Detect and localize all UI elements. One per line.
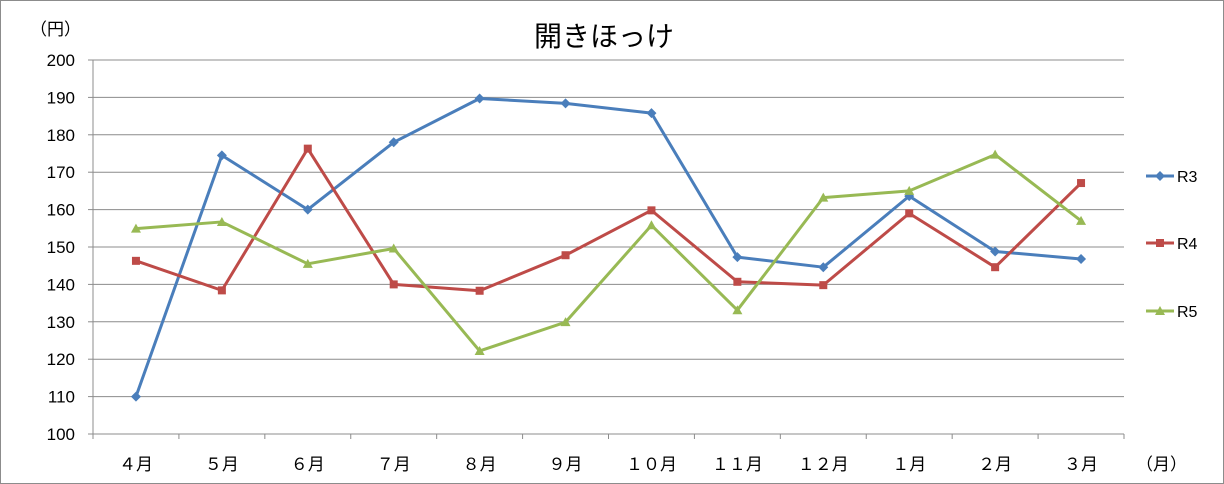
data-point (990, 149, 1001, 159)
data-point (904, 185, 915, 195)
y-tick-labels: 100 110 120 130 140 150 160 170 180 190 200 (47, 51, 75, 444)
series-line (135, 147, 1083, 293)
series-R5 (130, 149, 1087, 355)
x-tick-label: ８月 (463, 455, 497, 474)
series-R3 (130, 93, 1087, 402)
data-point (732, 305, 743, 315)
y-tick-label: 200 (47, 51, 75, 70)
legend-marker (1155, 306, 1165, 315)
x-tick-label: １月 (892, 455, 926, 474)
data-point (733, 277, 742, 286)
data-point (216, 216, 227, 226)
data-point (991, 263, 1000, 272)
series-line (134, 97, 1082, 398)
data-point (819, 281, 828, 290)
data-point (216, 150, 227, 161)
data-point (1077, 179, 1086, 188)
data-point (475, 286, 484, 295)
data-point (905, 209, 914, 218)
data-point (388, 137, 399, 148)
legend-label: R3 (1177, 169, 1198, 186)
data-point (217, 286, 226, 295)
data-point (302, 258, 313, 268)
data-point (130, 223, 141, 233)
data-point (818, 262, 829, 273)
y-tick-label: 190 (47, 88, 75, 107)
data-point (131, 256, 140, 265)
y-tick-label: 170 (47, 163, 75, 182)
plot-area (130, 93, 1087, 402)
data-point (474, 93, 485, 104)
legend-item-R5: R5 (1146, 304, 1198, 321)
legend: R3 R4 R5 (1146, 169, 1198, 321)
series-R4 (131, 144, 1086, 295)
y-unit-label: （円） (30, 20, 81, 40)
x-unit-label: （月） (1136, 455, 1187, 475)
data-point (303, 144, 312, 153)
x-tick-label: ２月 (978, 455, 1012, 474)
x-tick-labels: ４月 ５月 ６月 ７月 ８月 ９月 １０月 １１月 １２月 １月 ２月 ３月 (119, 455, 1098, 474)
data-point (130, 391, 141, 402)
legend-label: R5 (1177, 304, 1198, 321)
y-tick-label: 150 (47, 238, 75, 257)
y-tick-label: 130 (47, 313, 75, 332)
data-point (647, 206, 656, 215)
data-point (560, 317, 571, 327)
axes (88, 59, 1125, 439)
data-point (560, 98, 571, 109)
data-point (388, 243, 399, 253)
y-tick-label: 140 (47, 275, 75, 294)
data-point (1076, 215, 1087, 225)
x-tick-label: １１月 (712, 455, 763, 474)
y-tick-label: 100 (47, 425, 75, 444)
data-point (646, 220, 657, 230)
legend-label: R4 (1177, 236, 1198, 253)
legend-marker (1155, 171, 1165, 181)
x-tick-label: ６月 (291, 455, 325, 474)
data-point (389, 280, 398, 289)
gridlines (93, 59, 1124, 398)
x-tick-label: ５月 (205, 455, 239, 474)
y-tick-label: 180 (47, 126, 75, 145)
y-tick-label: 120 (47, 350, 75, 369)
legend-marker (1156, 239, 1164, 247)
legend-item-R4: R4 (1146, 236, 1198, 253)
data-point (732, 252, 743, 263)
x-tick-label: ７月 (377, 455, 411, 474)
data-point (302, 204, 313, 215)
data-point (990, 246, 1001, 257)
y-tick-label: 110 (48, 388, 75, 407)
x-tick-label: ３月 (1064, 455, 1098, 474)
data-point (474, 345, 485, 355)
data-point (646, 108, 657, 119)
data-point (561, 251, 570, 260)
x-tick-label: １０月 (626, 455, 677, 474)
x-tick-label: ４月 (119, 455, 153, 474)
x-tick-label: １２月 (798, 455, 849, 474)
legend-item-R3: R3 (1146, 169, 1198, 186)
x-tick-label: ９月 (549, 455, 583, 474)
chart-title: 開きほっけ (534, 20, 674, 53)
y-tick-label: 160 (47, 201, 75, 220)
data-point (1076, 253, 1087, 264)
data-point (818, 192, 829, 202)
series-line (135, 153, 1082, 353)
